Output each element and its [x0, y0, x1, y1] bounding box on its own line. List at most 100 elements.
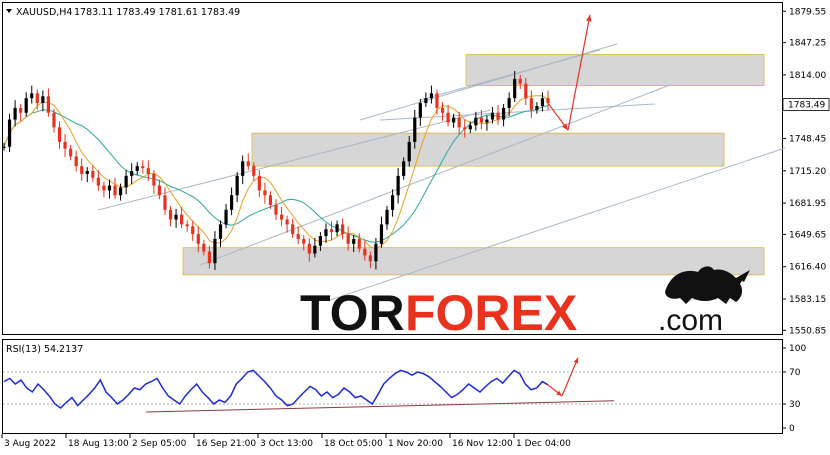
candle-body	[141, 166, 145, 169]
candle	[174, 208, 178, 228]
candle	[235, 171, 239, 203]
rsi-line	[3, 369, 549, 409]
zone-0	[465, 54, 765, 86]
price-tick-label: 1550.85	[789, 326, 826, 336]
candle-body	[513, 78, 517, 99]
time-tick-label: 16 Sep 21:00	[196, 439, 256, 449]
candle-body	[185, 224, 189, 227]
logo-com: .com	[658, 304, 723, 337]
candle	[546, 90, 550, 110]
time-tick-label: 3 Oct 13:00	[260, 439, 313, 449]
candle-body	[374, 243, 378, 262]
candle	[124, 170, 128, 195]
candle-body	[135, 166, 139, 171]
candle	[296, 226, 300, 245]
candle	[385, 205, 389, 230]
candle	[257, 170, 261, 198]
candle-body	[19, 107, 23, 113]
time-tick-label: 2 Sep 05:00	[132, 439, 187, 449]
candle-body	[440, 107, 445, 113]
candle-body	[46, 96, 51, 113]
candle-body	[285, 219, 289, 225]
candle-body	[102, 185, 106, 191]
price-tick-label: 1616.40	[789, 263, 826, 273]
candle	[63, 134, 67, 157]
candle	[285, 215, 289, 233]
trendline-4	[419, 49, 601, 101]
candle	[335, 220, 339, 237]
candle	[374, 237, 378, 270]
candle	[413, 109, 417, 149]
candle-body	[257, 175, 261, 191]
candle-body	[385, 209, 389, 225]
forecast-arrowhead-0	[561, 123, 568, 131]
price-tick-label: 1681.95	[789, 199, 826, 209]
candle-body	[80, 166, 84, 174]
candle	[346, 226, 350, 251]
candle	[113, 177, 117, 200]
candle-body	[296, 234, 300, 239]
collapse-triangle-icon	[6, 9, 12, 13]
candle-body	[279, 214, 284, 220]
candle-body	[524, 83, 528, 99]
candle-body	[452, 117, 456, 123]
candle-body	[13, 107, 17, 120]
rsi-tick-label: 0	[789, 424, 795, 434]
candle-body	[424, 98, 428, 104]
candle-body	[146, 168, 150, 174]
candle	[80, 158, 84, 181]
candle	[135, 162, 139, 175]
candle	[540, 92, 545, 112]
candle-body	[24, 98, 28, 113]
candle	[85, 167, 89, 183]
candle	[429, 85, 434, 104]
candle	[507, 92, 511, 117]
candle-body	[241, 161, 245, 176]
candle	[74, 150, 78, 172]
trendline-3	[379, 103, 656, 121]
rsi-tick-label: 30	[789, 400, 801, 410]
candle	[468, 121, 472, 134]
zone-1	[251, 132, 725, 167]
time-tick-label: 1 Nov 20:00	[388, 439, 443, 449]
candle-body	[457, 117, 461, 128]
torforex-logo: TOR FOREX .com	[300, 266, 750, 341]
candle	[424, 92, 428, 107]
candle	[229, 187, 234, 216]
candle-body	[390, 195, 395, 210]
candle	[435, 89, 439, 115]
time-tick-label: 1 Dec 04:00	[516, 439, 571, 449]
ma-fast-line	[3, 95, 549, 250]
candle-body	[413, 117, 417, 142]
candle	[379, 216, 384, 248]
price-tick-label: 1715.20	[789, 167, 826, 177]
price-header: XAUUSD,H4 1783.11 1783.49 1781.61 1783.4…	[6, 7, 240, 18]
candle	[352, 235, 356, 253]
candle-body	[496, 112, 500, 120]
logo-tor: TOR	[300, 285, 405, 341]
candle-body	[268, 195, 273, 205]
candle-body	[191, 226, 195, 235]
candle-body	[113, 185, 117, 196]
candle	[146, 160, 150, 181]
candle	[513, 71, 517, 103]
candle	[302, 235, 306, 251]
candle-body	[274, 204, 278, 215]
zones-layer	[182, 54, 765, 276]
candle	[196, 226, 200, 253]
candle-body	[202, 243, 206, 252]
candle	[207, 245, 211, 269]
candle	[474, 111, 478, 131]
candle-body	[180, 214, 184, 225]
candle	[535, 102, 539, 114]
candle-body	[341, 224, 345, 235]
candle-body	[529, 98, 533, 110]
candle-body	[479, 117, 483, 123]
candle	[363, 240, 367, 261]
candle	[407, 136, 411, 167]
candle-body	[302, 238, 306, 244]
candle-body	[463, 127, 467, 130]
price-tick-label: 1814.00	[789, 71, 826, 81]
candle	[263, 182, 267, 204]
candle-body	[540, 98, 545, 106]
